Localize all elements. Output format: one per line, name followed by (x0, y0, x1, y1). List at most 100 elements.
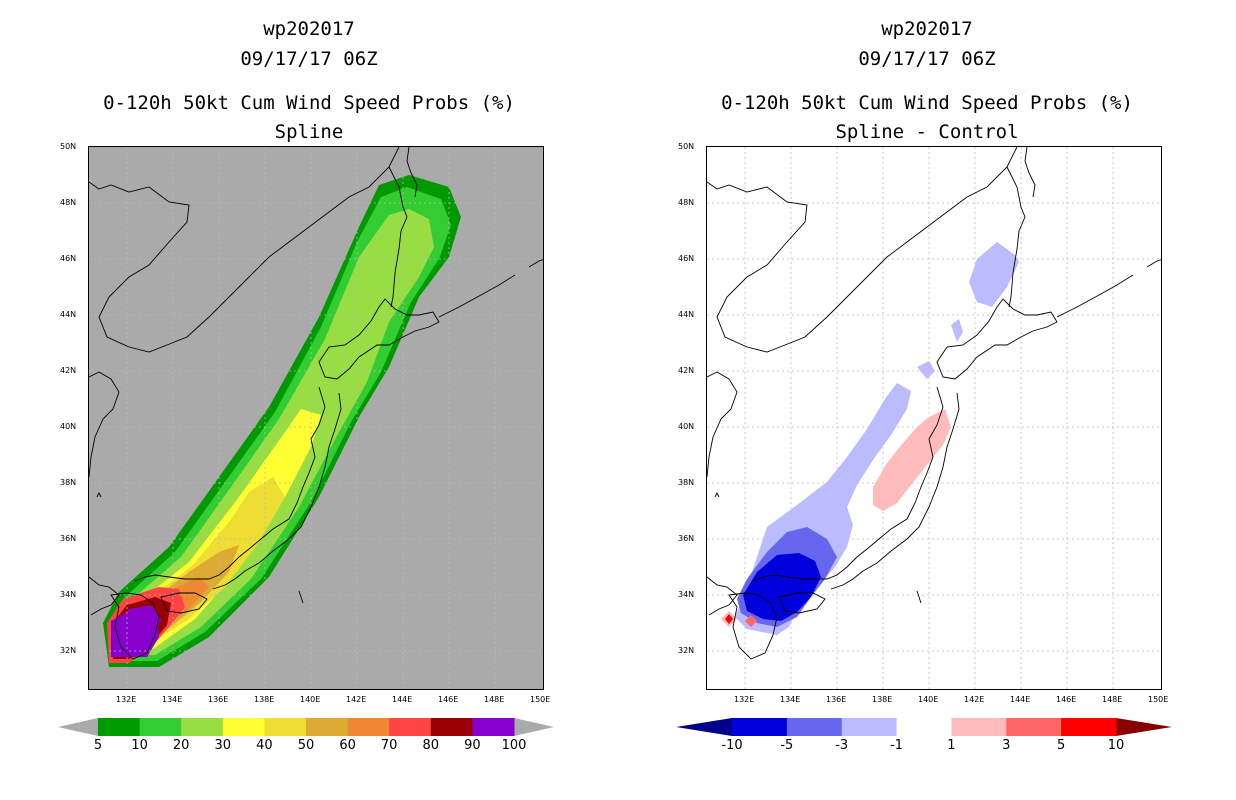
diff-pos-10 (725, 614, 733, 624)
colorbar-arrow-right (514, 718, 554, 736)
colorbar-label: -5 (780, 738, 794, 753)
colorbar-swatch (222, 718, 265, 736)
lat-label: 46N (60, 254, 77, 263)
colorbar-svg (58, 718, 554, 736)
lon-label: 136E (826, 695, 847, 704)
coastlines (89, 147, 543, 660)
lat-label: 36N (678, 534, 695, 543)
chart-title: 0-120h 50kt Cum Wind Speed Probs (%) (721, 92, 1133, 114)
lon-label: 132E (116, 695, 137, 704)
lon-label: 144E (1010, 695, 1031, 704)
colorbar-label: 10 (1107, 738, 1125, 753)
colorbar-swatch (139, 718, 182, 736)
colorbar-swatch (389, 718, 432, 736)
prob-20 (113, 209, 434, 655)
coastlines (707, 147, 1161, 660)
colorbar-swatch (732, 718, 788, 736)
lon-label: 132E (734, 695, 755, 704)
lat-label: 40N (60, 422, 77, 431)
colorbar-swatch (264, 718, 307, 736)
chart-title: 0-120h 50kt Cum Wind Speed Probs (%) (103, 92, 515, 114)
colorbar-swatch (347, 718, 390, 736)
colorbar-arrow-left (58, 718, 98, 736)
right-panel: wp202017 09/17/17 06Z 0-120h 50kt Cum Wi… (618, 0, 1236, 800)
lon-label: 148E (1102, 695, 1123, 704)
colorbar-swatch (181, 718, 224, 736)
diff-neg-10 (743, 553, 821, 621)
lat-label: 44N (60, 310, 77, 319)
map-canvas (707, 147, 1161, 689)
colorbar-label: -1 (890, 738, 904, 753)
diff-neg-3 (969, 242, 1019, 307)
datetime: 09/17/17 06Z (240, 48, 378, 70)
lat-label: 48N (60, 198, 77, 207)
lat-label: 42N (60, 366, 77, 375)
colorbar-swatch (98, 718, 141, 736)
lat-label: 34N (60, 590, 77, 599)
probability-map (88, 146, 544, 690)
datetime: 09/17/17 06Z (858, 48, 996, 70)
lat-label: 50N (678, 142, 695, 151)
colorbar-label: 80 (422, 738, 440, 753)
left-panel: wp202017 09/17/17 06Z 0-120h 50kt Cum Wi… (58, 18, 554, 753)
colorbar-label: 10 (131, 738, 148, 753)
colorbar-label: 5 (93, 738, 103, 753)
lon-label: 146E (1056, 695, 1077, 704)
colorbar-label: 40 (256, 738, 273, 753)
chart-subtitle: Spline - Control (835, 121, 1019, 143)
lat-label: 46N (678, 254, 695, 263)
colorbar-swatch (430, 718, 473, 736)
colorbar-label: 5 (1057, 738, 1066, 753)
lat-label: 32N (60, 646, 77, 655)
lon-label: 146E (438, 695, 459, 704)
lon-label: 142E (346, 695, 367, 704)
difference-map (706, 146, 1162, 690)
chart-subtitle: Spline (274, 121, 344, 143)
colorbar (676, 718, 1172, 736)
lon-label: 136E (208, 695, 229, 704)
colorbar-swatch (786, 718, 843, 736)
colorbar-arrow-right (1116, 718, 1172, 736)
lat-label: 34N (678, 590, 695, 599)
colorbar-label: 1 (947, 738, 956, 753)
lon-label: 144E (392, 695, 413, 704)
colorbar-label: 30 (214, 738, 232, 753)
colorbar-label: -10 (721, 738, 743, 753)
colorbar-label: 20 (172, 738, 190, 753)
lat-label: 38N (678, 478, 695, 487)
colorbar-label: 50 (297, 738, 315, 753)
lon-label: 134E (162, 695, 183, 704)
colorbar-swatch (1061, 718, 1117, 736)
diff-pos-5 (745, 615, 757, 627)
lon-label: 142E (964, 695, 985, 704)
colorbar-label: 3 (1002, 738, 1011, 753)
lat-label: 38N (60, 478, 77, 487)
colorbar-label: 100 (501, 738, 527, 753)
colorbar-swatch (306, 718, 349, 736)
lon-label: 150E (530, 695, 551, 704)
lat-label: 48N (678, 198, 695, 207)
colorbar-label: 60 (339, 738, 356, 753)
colorbar-swatch (841, 718, 898, 736)
colorbar (58, 718, 554, 736)
lon-label: 138E (254, 695, 275, 704)
colorbar-label: 90 (464, 738, 481, 753)
diff-neg-3 (951, 319, 963, 342)
lat-label: 36N (60, 534, 77, 543)
colorbar-arrow-left (676, 718, 732, 736)
colorbar-label: -3 (835, 738, 849, 753)
storm-id: wp202017 (881, 18, 973, 40)
lat-label: 44N (678, 310, 695, 319)
lon-label: 138E (872, 695, 893, 704)
colorbar-swatch (951, 718, 1007, 736)
lat-label: 50N (60, 142, 77, 151)
colorbar-swatch (896, 718, 952, 736)
colorbar-label: 70 (380, 738, 398, 753)
colorbar-swatch (1006, 718, 1062, 736)
storm-id: wp202017 (263, 18, 355, 40)
lat-label: 32N (678, 646, 695, 655)
lon-label: 140E (300, 695, 321, 704)
colorbar-svg (676, 718, 1172, 736)
map-canvas (89, 147, 543, 689)
diff-neg-3 (917, 361, 935, 379)
